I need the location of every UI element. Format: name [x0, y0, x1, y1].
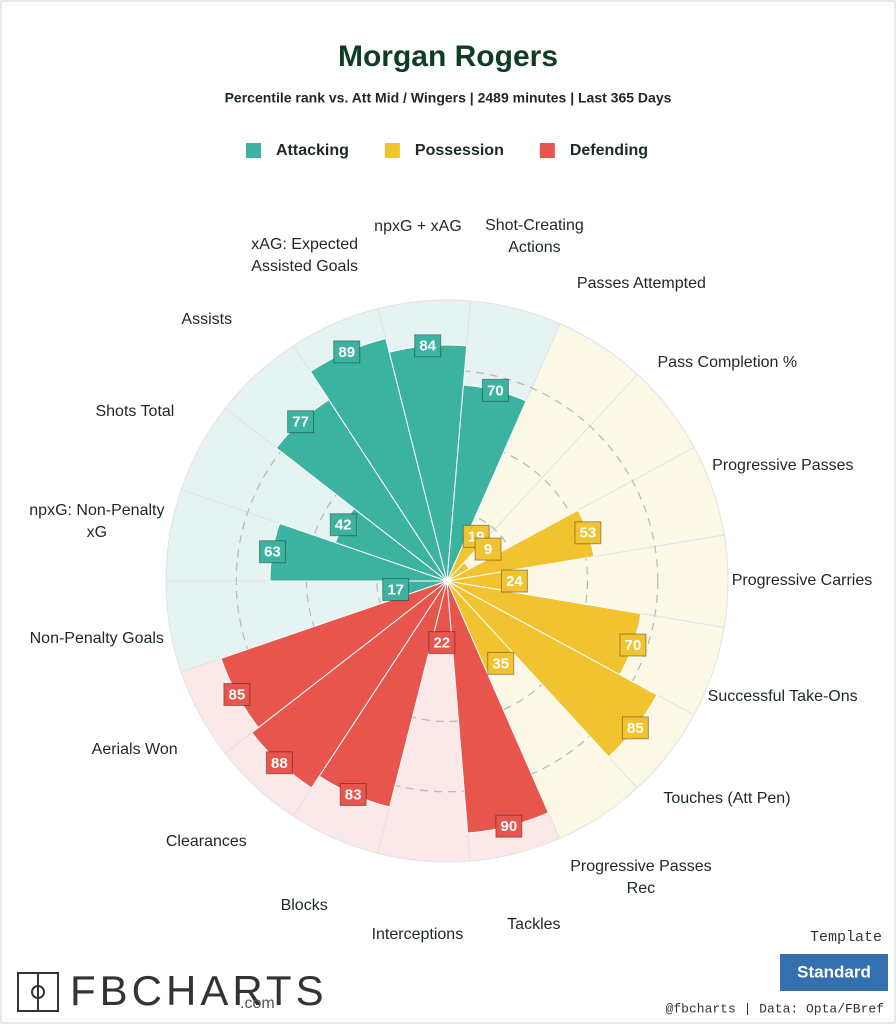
category-label: Touches (Att Pen) — [663, 790, 791, 808]
value-label: 89 — [338, 344, 355, 361]
value-label: 22 — [434, 635, 451, 652]
value-label-box — [339, 783, 367, 807]
chart-title: Morgan Rogers — [338, 40, 558, 73]
category-label: Progressive Passes Rec — [570, 858, 712, 898]
logo-suffix: .com — [240, 995, 275, 1012]
value-label-box — [265, 751, 293, 775]
value-label: 17 — [387, 581, 404, 598]
category-label: Tackles — [507, 916, 561, 934]
category-label: npxG + xAG — [374, 218, 462, 236]
ring — [235, 369, 659, 793]
value-label: 35 — [492, 655, 509, 672]
value-label-box — [287, 410, 315, 434]
value-label: 83 — [345, 786, 362, 803]
legend: Attacking Possession Defending — [246, 142, 648, 159]
value-label-box — [474, 537, 502, 561]
value-label-box — [223, 683, 251, 707]
value-label: 63 — [264, 544, 281, 561]
value-label-box — [487, 651, 515, 675]
logo: FBCHARTS .com — [17, 967, 328, 1014]
value-label-box — [481, 378, 509, 402]
template-button-text[interactable]: Standard — [797, 962, 871, 981]
category-label: Aerials Won — [91, 740, 178, 758]
category-label: Shot-Creating Actions — [485, 216, 584, 256]
value-label-box — [333, 340, 361, 364]
category-label: Progressive Carries — [731, 572, 873, 590]
value-label-box — [495, 814, 523, 838]
credit: @fbcharts | Data: Opta/FBref — [666, 1001, 884, 1016]
value-label: 85 — [229, 686, 246, 703]
legend-label: Attacking — [276, 142, 349, 159]
template-button[interactable] — [780, 954, 888, 991]
value-label-box — [258, 540, 286, 564]
legend-swatch — [539, 143, 555, 158]
logo-icon — [31, 985, 45, 999]
value-label: 77 — [292, 414, 309, 431]
logo-text: FBCHARTS — [70, 967, 328, 1014]
category-label: Passes Attempted — [576, 274, 706, 292]
value-label-box — [329, 513, 357, 537]
category-label: Interceptions — [371, 925, 464, 943]
legend-swatch — [246, 143, 261, 158]
value-label-box — [382, 578, 410, 602]
value-label: 70 — [487, 382, 504, 399]
value-label-box — [619, 633, 647, 657]
category-label: Blocks — [280, 896, 328, 914]
legend-swatch — [384, 143, 400, 158]
value-label: 90 — [501, 818, 518, 835]
value-label: 70 — [625, 637, 642, 654]
category-label: Shots Total — [95, 402, 175, 420]
value-label-box — [414, 334, 442, 358]
chart-subtitle: Percentile rank vs. Att Mid / Wingers | … — [225, 90, 672, 106]
value-label-box — [621, 716, 649, 740]
category-label: Progressive Passes — [712, 457, 854, 474]
category-label: Successful Take-Ons — [707, 687, 858, 705]
value-label: 24 — [506, 573, 523, 590]
category-label: Non-Penalty Goals — [29, 630, 164, 648]
category-label: Clearances — [165, 832, 247, 850]
value-label-box — [428, 631, 456, 655]
category-label: Assists — [181, 310, 233, 328]
value-label: 53 — [580, 525, 597, 542]
value-label: 42 — [335, 517, 352, 534]
category-label: npxG: Non-Penalty xG — [29, 502, 165, 542]
value-label-box — [574, 521, 602, 545]
category-label: Pass Completion % — [657, 354, 798, 372]
legend-label: Defending — [570, 142, 648, 159]
category-label: xAG: Expected Assisted Goals — [251, 235, 359, 275]
value-label-box — [500, 569, 528, 593]
template-label: Template — [810, 929, 882, 946]
value-label: 84 — [419, 338, 436, 355]
legend-label: Possession — [415, 142, 504, 159]
value-label: 85 — [627, 720, 644, 737]
value-label: 88 — [271, 755, 288, 772]
value-label: 9 — [484, 541, 492, 558]
